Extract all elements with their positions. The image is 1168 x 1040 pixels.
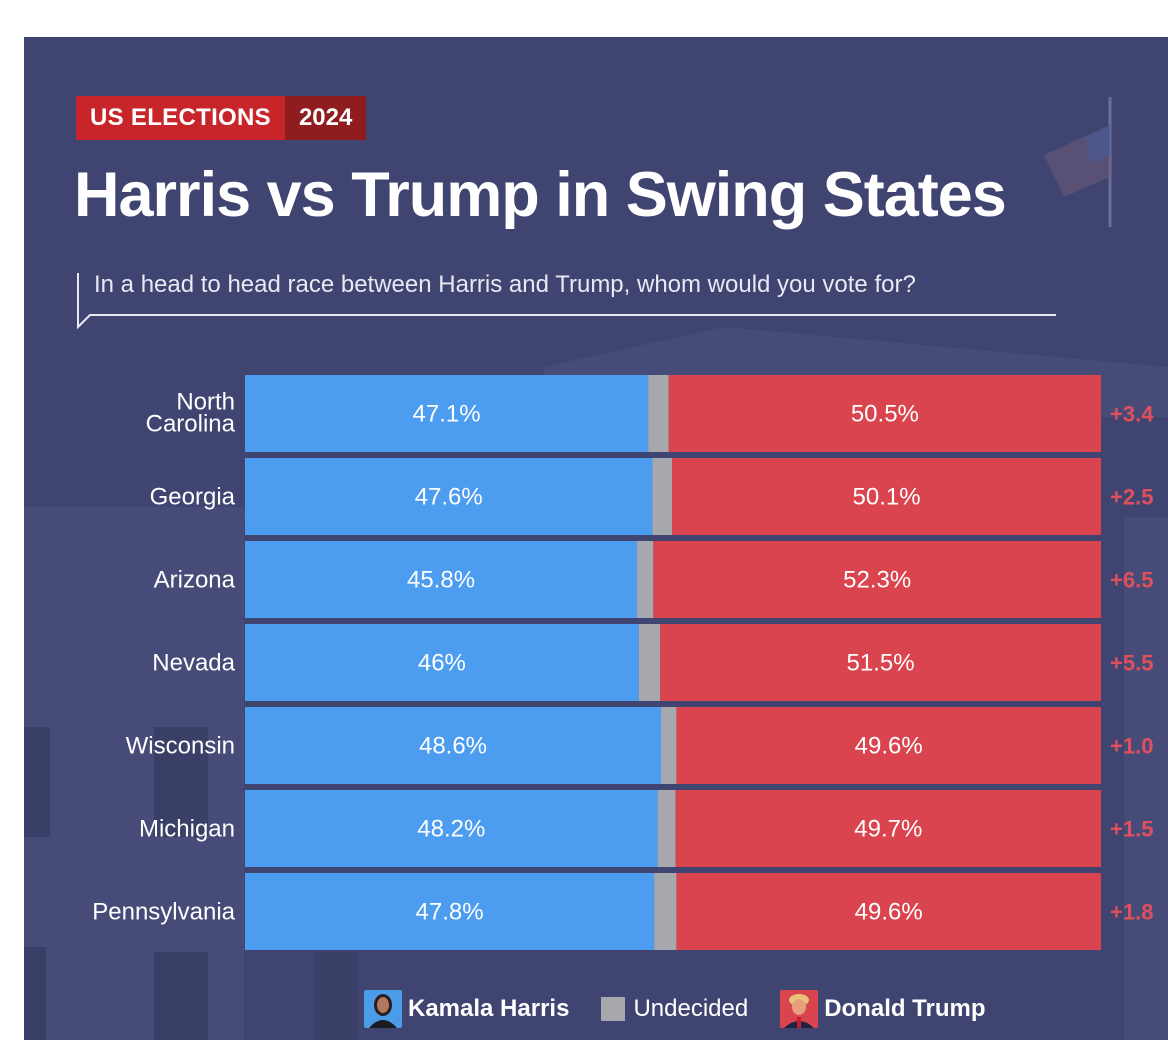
bar-harris: [245, 873, 655, 950]
harris-value-label: 45.8%: [407, 567, 475, 594]
badge-us-elections: US ELECTIONS: [76, 96, 285, 140]
bar-undecided: [637, 541, 654, 618]
trump-value-label: 49.6%: [855, 899, 923, 926]
harris-value-label: 47.8%: [416, 899, 484, 926]
badge-year: 2024: [284, 96, 367, 140]
bar-trump: [675, 790, 1101, 867]
state-label: Wisconsin: [126, 733, 235, 760]
bar-undecided: [638, 624, 661, 701]
harris-value-label: 47.6%: [415, 484, 483, 511]
bar-undecided: [657, 790, 676, 867]
bar-trump: [660, 624, 1101, 701]
bar-undecided: [654, 873, 677, 950]
state-label: Pennsylvania: [92, 899, 235, 926]
trump-value-label: 52.3%: [843, 567, 911, 594]
chart-subtitle: In a head to head race between Harris an…: [94, 271, 916, 298]
category-badge: US ELECTIONS 2024: [76, 96, 367, 140]
bar-harris: [245, 458, 653, 535]
legend-label-harris: Kamala Harris: [408, 995, 570, 1022]
legend-item-trump: Donald Trump: [780, 990, 986, 1028]
trump-margin-label: +5.5: [1110, 651, 1153, 676]
bar-undecided: [652, 458, 673, 535]
trump-value-label: 50.1%: [853, 484, 921, 511]
state-label: Arizona: [154, 567, 236, 594]
trump-margin-label: +1.8: [1110, 900, 1153, 925]
undecided-swatch: [601, 997, 626, 1021]
bar-trump: [672, 458, 1101, 535]
donald-trump-portrait-icon: [780, 990, 819, 1028]
legend-label-undecided: Undecided: [633, 995, 749, 1022]
bar-trump: [653, 541, 1101, 618]
swing-state-bar-chart: North Carolina 47.1% 50.5% +3.4 Georgia 47.6% 5…: [92, 375, 1154, 950]
bar-harris: [245, 541, 638, 618]
legend-item-harris: Kamala Harris: [364, 990, 569, 1028]
bar-undecided: [648, 375, 669, 452]
bar-trump: [668, 375, 1101, 452]
legend-item-undecided: Undecided: [601, 995, 748, 1023]
legend-label-trump: Donald Trump: [824, 995, 986, 1022]
bar-harris: [245, 790, 658, 867]
bar-trump: [676, 873, 1101, 950]
bar-trump: [676, 707, 1101, 784]
trump-margin-label: +3.4: [1110, 402, 1154, 427]
chart-title: Harris vs Trump in Swing States: [74, 160, 1007, 230]
bar-harris: [245, 707, 662, 784]
kamala-harris-portrait-icon: [364, 990, 402, 1028]
legend: Kamala Harris Undecided Donald Trump: [364, 990, 1018, 1028]
state-label: Michigan: [139, 816, 235, 843]
trump-margin-label: +2.5: [1110, 485, 1153, 510]
harris-value-label: 48.2%: [417, 816, 485, 843]
trump-value-label: 50.5%: [851, 401, 919, 428]
trump-value-label: 49.6%: [855, 733, 923, 760]
state-label: Nevada: [152, 650, 235, 677]
harris-value-label: 47.1%: [413, 401, 481, 428]
trump-margin-label: +1.0: [1110, 734, 1153, 759]
harris-value-label: 48.6%: [419, 733, 487, 760]
trump-margin-label: +6.5: [1110, 568, 1153, 593]
bar-harris: [245, 624, 639, 701]
state-label: North Carolina: [146, 389, 236, 438]
bar-undecided: [661, 707, 677, 784]
state-label: Georgia: [150, 484, 236, 511]
bar-harris: [245, 375, 649, 452]
infographic-card: US ELECTIONS 2024 Harris vs Trump in Swi…: [24, 37, 1168, 1040]
trump-value-label: 49.7%: [854, 816, 922, 843]
trump-value-label: 51.5%: [847, 650, 915, 677]
harris-value-label: 46%: [418, 650, 466, 677]
trump-margin-label: +1.5: [1110, 817, 1153, 842]
